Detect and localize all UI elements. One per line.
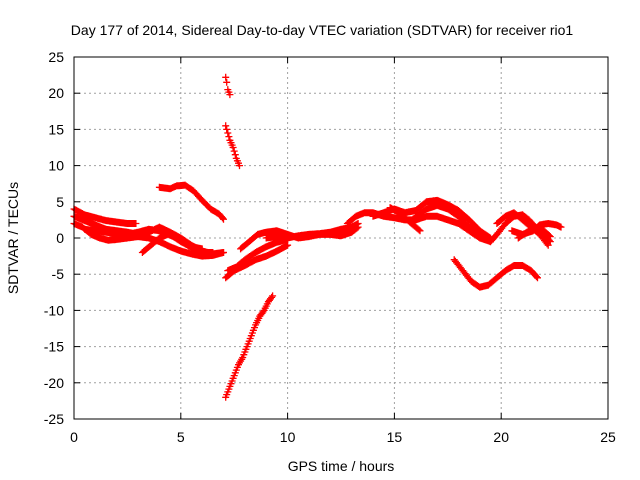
chart-title: Day 177 of 2014, Sidereal Day-to-day VTE… xyxy=(71,22,574,38)
y-tick-label: 20 xyxy=(48,85,64,101)
y-tick-label: 5 xyxy=(56,194,64,210)
plus-markers xyxy=(222,241,292,282)
series-g xyxy=(222,73,234,99)
y-tick-label: 15 xyxy=(48,121,64,137)
series-v xyxy=(514,223,554,242)
x-tick-label: 5 xyxy=(177,429,185,445)
plus-markers xyxy=(386,204,424,235)
x-axis-label: GPS time / hours xyxy=(288,458,395,474)
axis-ticks: 0 5 10 15 20 25 -25 -20 -15 -10 -5 0 5 10 15 20 25 xyxy=(44,49,616,445)
y-tick-label: -15 xyxy=(44,339,64,355)
plus-markers xyxy=(138,230,217,256)
y-tick-label: -20 xyxy=(44,375,64,391)
series-e xyxy=(138,230,217,256)
x-tick-label: 10 xyxy=(280,429,296,445)
x-tick-label: 0 xyxy=(70,429,78,445)
y-tick-label: 0 xyxy=(56,230,64,246)
series-i xyxy=(222,292,277,401)
y-tick-label: -25 xyxy=(44,411,64,427)
y-axis-label: SDTVAR / TECUs xyxy=(5,182,21,294)
x-tick-label: 20 xyxy=(493,429,509,445)
series-q xyxy=(412,201,494,244)
y-tick-label: -5 xyxy=(52,266,65,282)
x-tick-label: 15 xyxy=(387,429,403,445)
plus-markers xyxy=(222,122,243,170)
x-tick-label: 25 xyxy=(600,429,616,445)
plus-markers xyxy=(222,73,234,99)
plus-markers xyxy=(262,220,362,242)
plus-markers xyxy=(224,235,292,275)
grid xyxy=(74,57,608,419)
y-tick-label: 10 xyxy=(48,158,64,174)
series-p xyxy=(386,204,424,235)
plus-markers xyxy=(450,256,541,291)
plus-markers xyxy=(155,181,227,223)
plus-markers xyxy=(412,201,494,244)
series-j xyxy=(222,241,292,282)
y-tick-label: 25 xyxy=(48,49,64,65)
series-r xyxy=(450,256,541,291)
series-h xyxy=(222,122,243,170)
series-k xyxy=(224,235,292,275)
data-points xyxy=(70,73,565,401)
plus-markers xyxy=(222,292,277,401)
series-m xyxy=(262,220,362,242)
series-f xyxy=(155,181,227,223)
y-tick-label: -10 xyxy=(44,302,64,318)
plus-markers xyxy=(514,223,554,242)
